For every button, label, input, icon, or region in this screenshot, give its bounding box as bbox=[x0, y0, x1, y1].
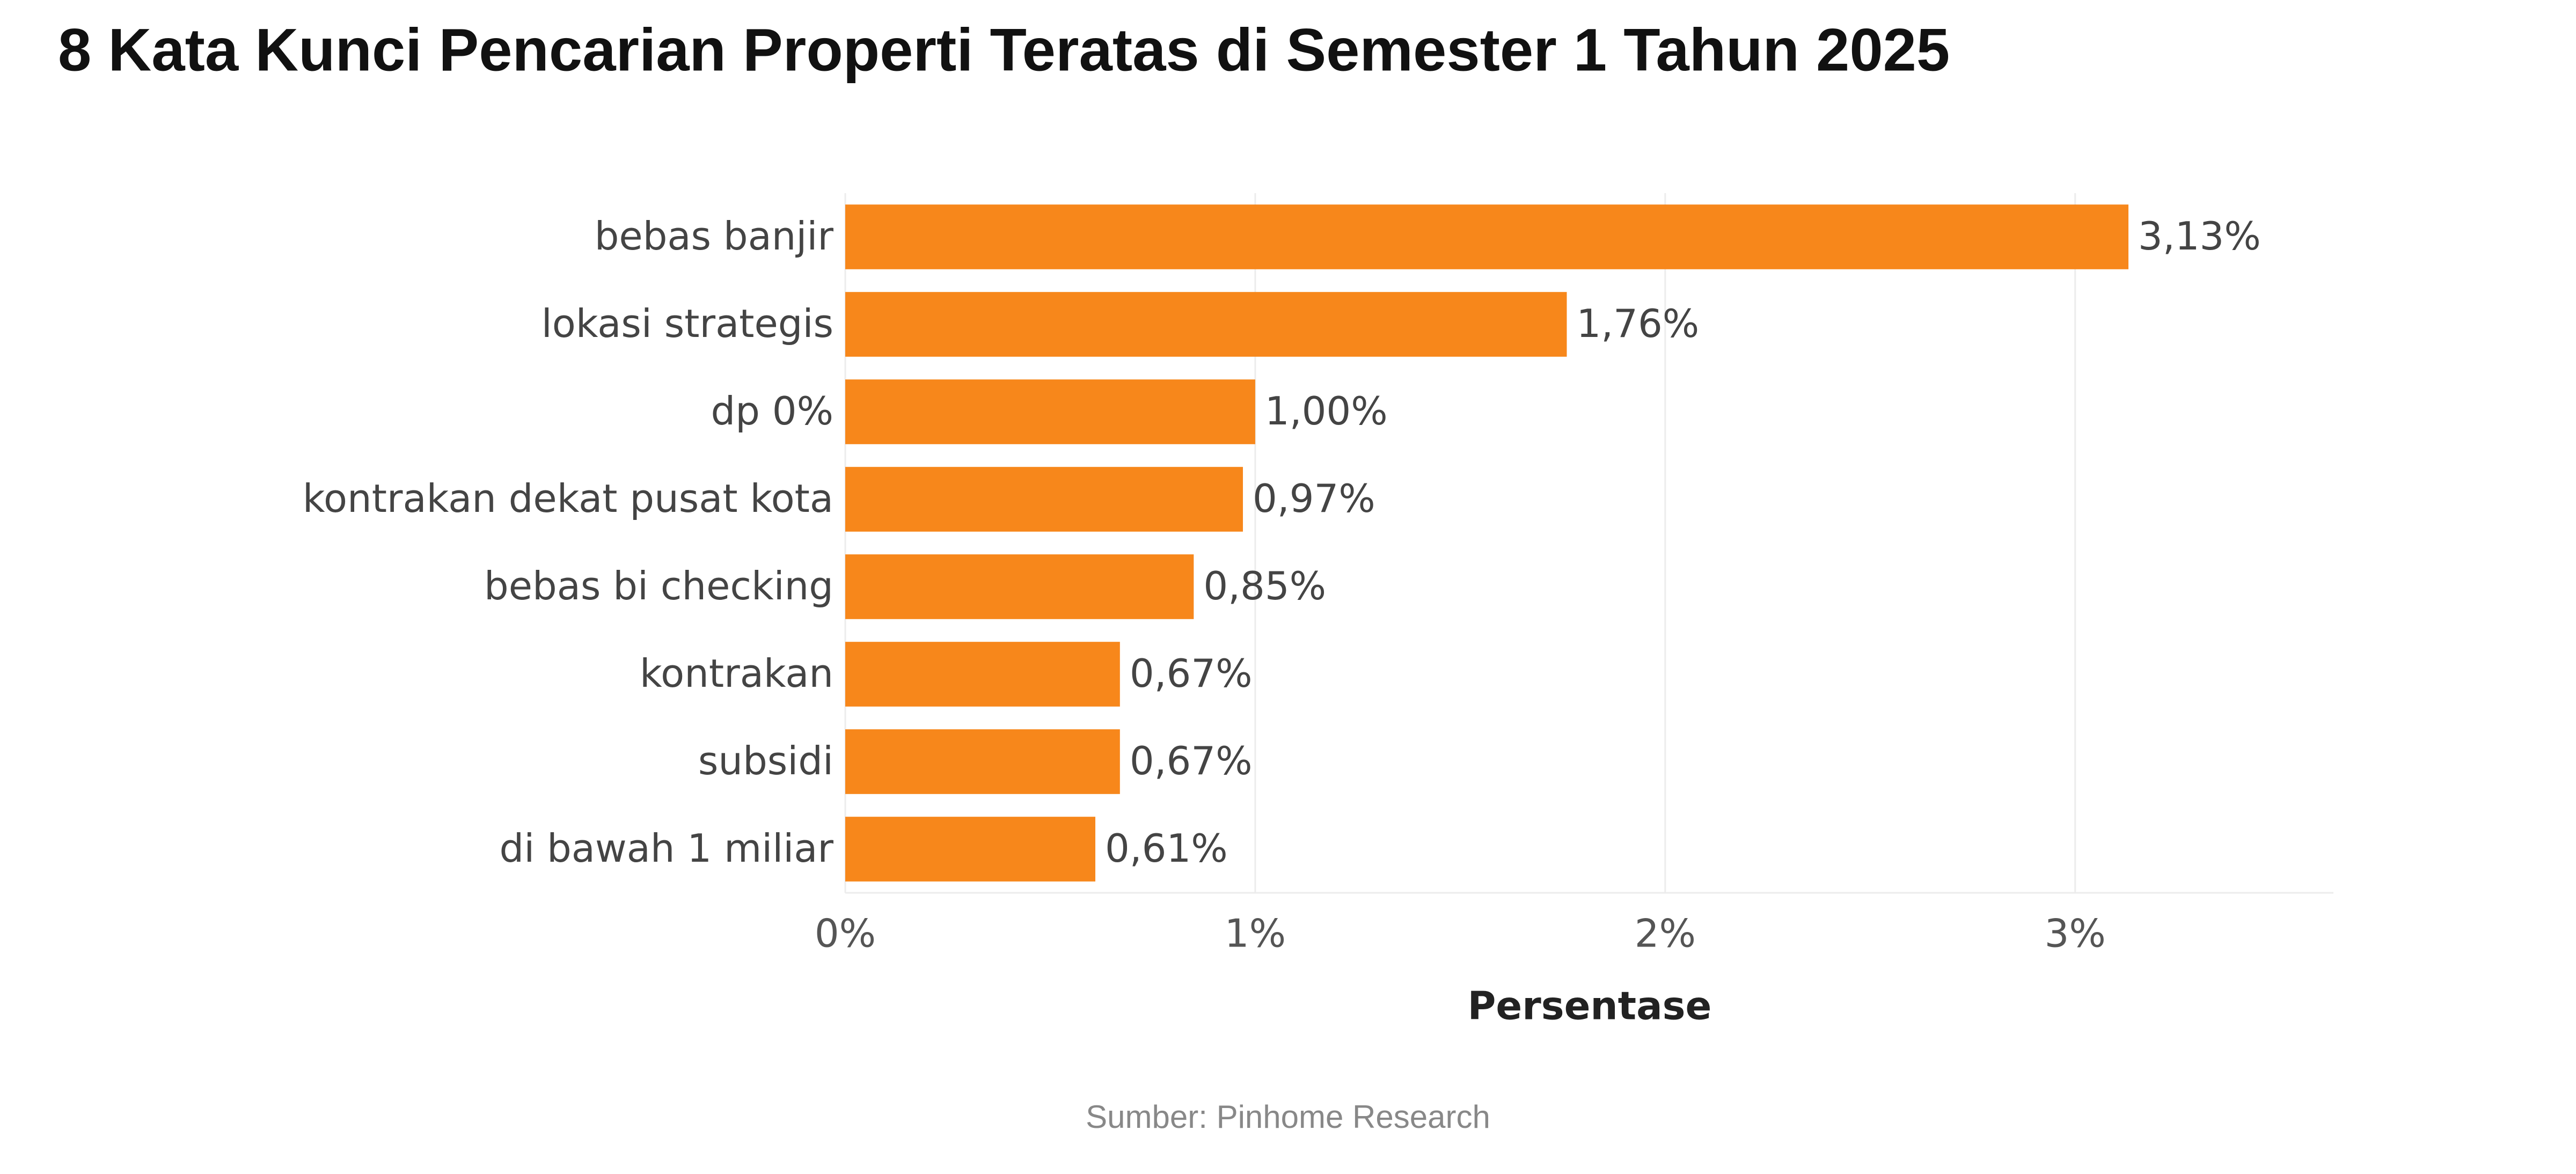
bar bbox=[845, 292, 1567, 357]
y-tick-label: di bawah 1 miliar bbox=[499, 826, 833, 871]
value-label: 1,76% bbox=[1576, 301, 1699, 346]
y-tick-label: bebas banjir bbox=[595, 214, 834, 259]
y-tick-label: kontrakan dekat pusat kota bbox=[303, 476, 833, 521]
bar bbox=[845, 379, 1255, 444]
y-tick-label: subsidi bbox=[698, 738, 833, 783]
y-tick-label: lokasi strategis bbox=[541, 301, 833, 346]
bar bbox=[845, 642, 1120, 707]
value-label: 0,85% bbox=[1203, 563, 1326, 608]
bar bbox=[845, 204, 2129, 269]
value-label: 0,67% bbox=[1130, 651, 1253, 696]
chart-title: 8 Kata Kunci Pencarian Properti Teratas … bbox=[58, 17, 1950, 84]
bar bbox=[845, 467, 1243, 532]
value-label: 0,97% bbox=[1253, 476, 1375, 521]
value-label: 1,00% bbox=[1265, 388, 1388, 434]
x-axis-label: Persentase bbox=[1468, 984, 1712, 1029]
bar bbox=[845, 817, 1095, 882]
x-tick-label: 2% bbox=[1635, 911, 1696, 956]
y-tick-label: bebas bi checking bbox=[484, 563, 833, 608]
value-label: 3,13% bbox=[2138, 214, 2261, 259]
value-label: 0,67% bbox=[1130, 738, 1253, 783]
y-tick-label: dp 0% bbox=[711, 388, 833, 434]
x-tick-label: 1% bbox=[1225, 911, 1286, 956]
value-label: 0,61% bbox=[1105, 826, 1228, 871]
bar bbox=[845, 729, 1120, 794]
x-tick-label: 0% bbox=[815, 911, 876, 956]
x-tick-label: 3% bbox=[2045, 911, 2106, 956]
bar bbox=[845, 554, 1194, 619]
y-tick-label: kontrakan bbox=[640, 651, 833, 696]
source-note: Sumber: Pinhome Research bbox=[1086, 1099, 1490, 1135]
